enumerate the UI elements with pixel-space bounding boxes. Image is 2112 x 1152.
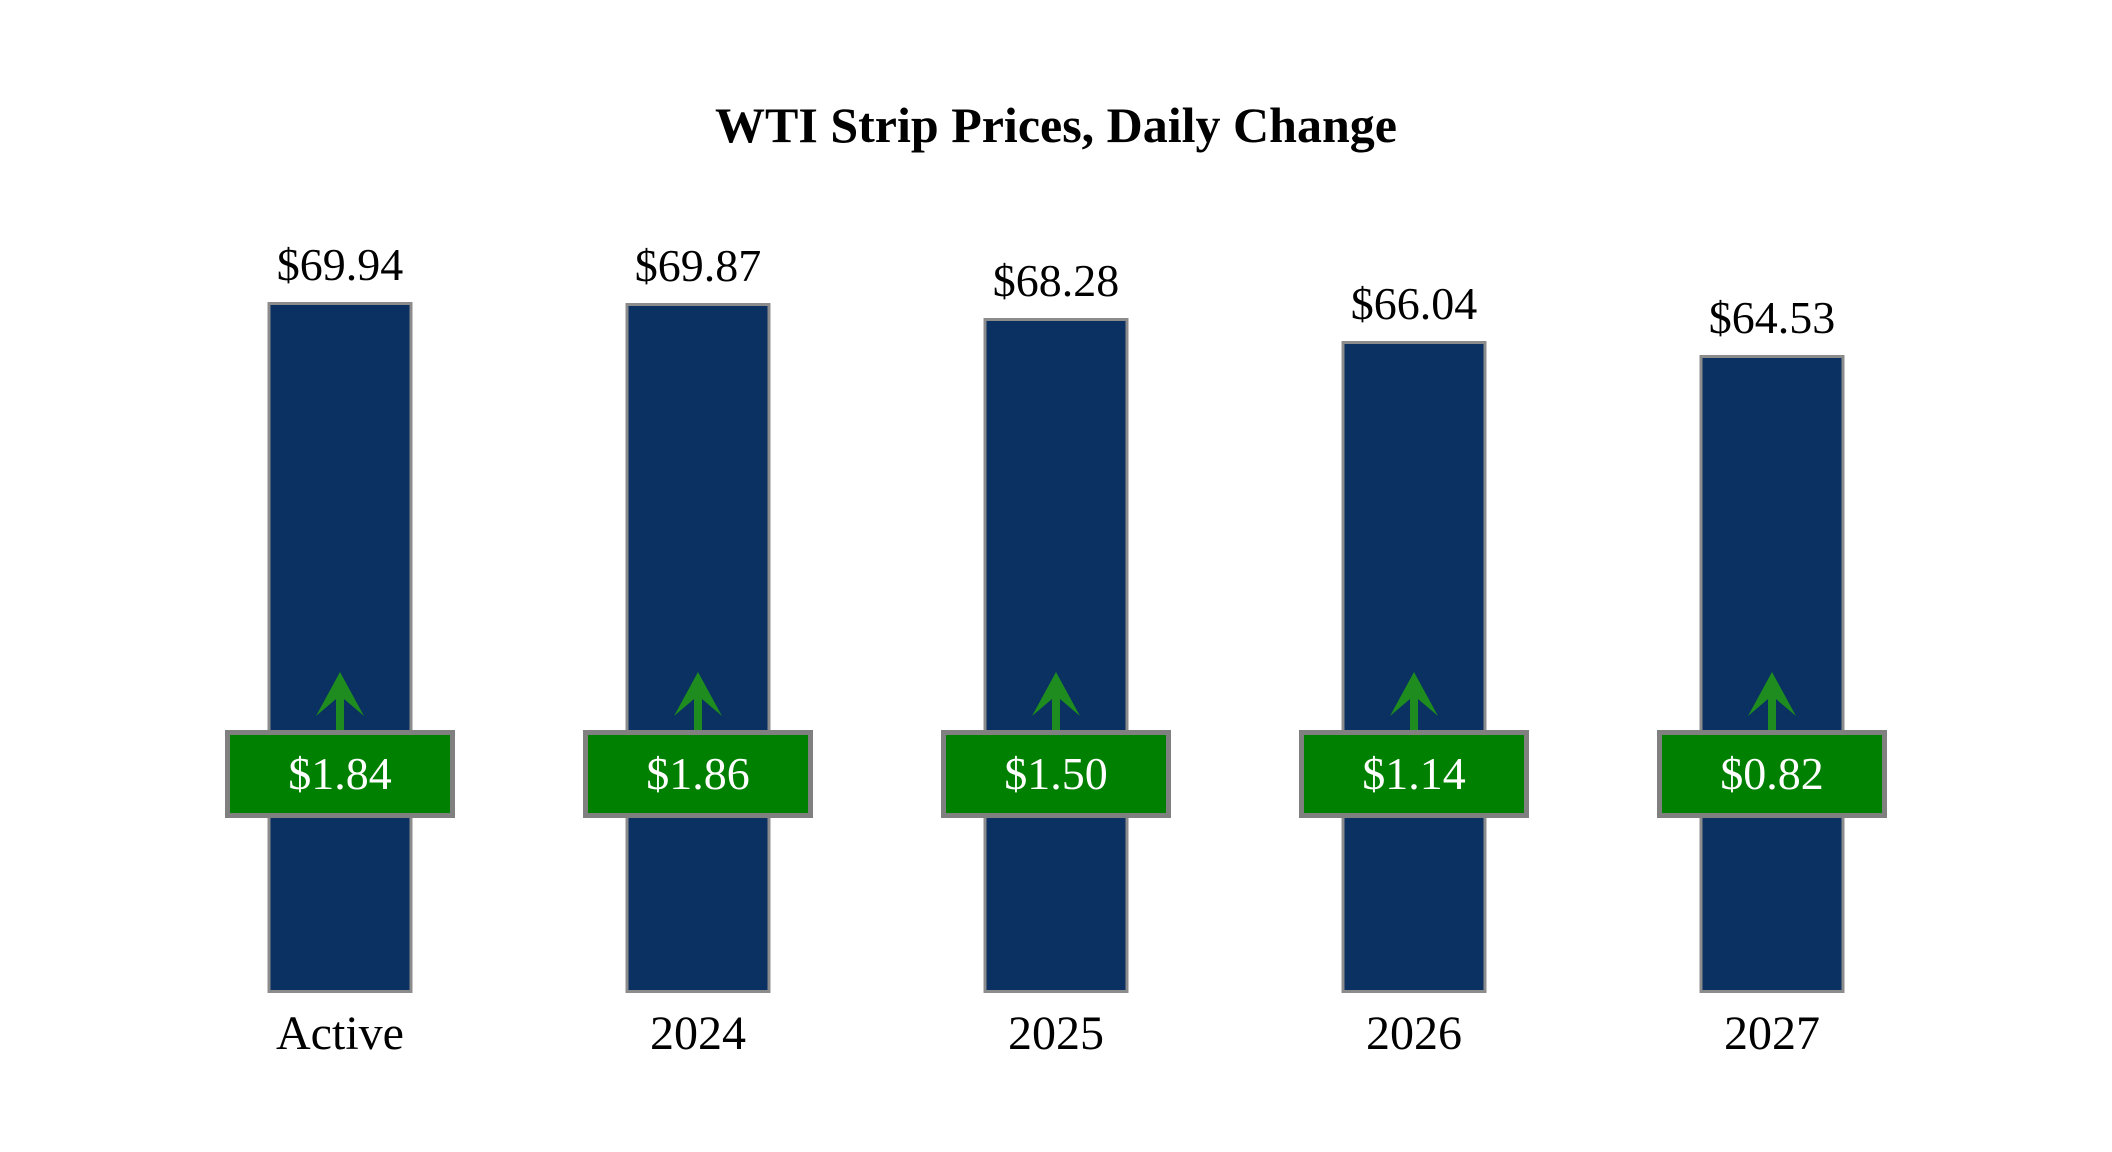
price-label: $69.94 [276,239,404,290]
change-label: $1.84 [288,748,392,799]
up-arrow-icon [1032,672,1080,730]
price-bar [267,302,413,993]
category-label: 2027 [1724,1007,1820,1060]
category-label: 2024 [650,1007,746,1060]
chart-title: WTI Strip Prices, Daily Change [715,97,1397,153]
up-arrow-icon [1748,672,1796,730]
change-label: $1.86 [646,748,750,799]
bar-group-2026: $66.04 $1.14 2026 [1235,0,1593,1152]
price-label: $66.04 [1350,278,1478,329]
category-label: Active [276,1007,404,1060]
up-arrow-icon [674,672,722,730]
change-badge: $1.14 [1299,730,1529,818]
up-arrow-icon [1390,672,1438,730]
change-badge: $0.82 [1657,730,1887,818]
price-bar [625,303,771,993]
change-label: $1.50 [1004,748,1108,799]
price-label: $68.28 [992,255,1120,306]
price-label: $64.53 [1708,292,1836,343]
change-badge: $1.50 [941,730,1171,818]
change-label: $1.14 [1362,748,1466,799]
category-label: 2025 [1008,1007,1104,1060]
category-label: 2026 [1366,1007,1462,1060]
bar-group-active: $69.94 $1.84 Active [161,0,519,1152]
price-bar [1341,341,1487,993]
bar-group-2027: $64.53 $0.82 2027 [1593,0,1951,1152]
bar-group-2024: $69.87 $1.86 2024 [519,0,877,1152]
price-label: $69.87 [634,240,762,291]
bar-group-2025: $68.28 $1.50 2025 [877,0,1235,1152]
price-bar [983,318,1129,993]
change-badge: $1.84 [225,730,455,818]
up-arrow-icon [316,672,364,730]
change-label: $0.82 [1720,748,1824,799]
change-badge: $1.86 [583,730,813,818]
